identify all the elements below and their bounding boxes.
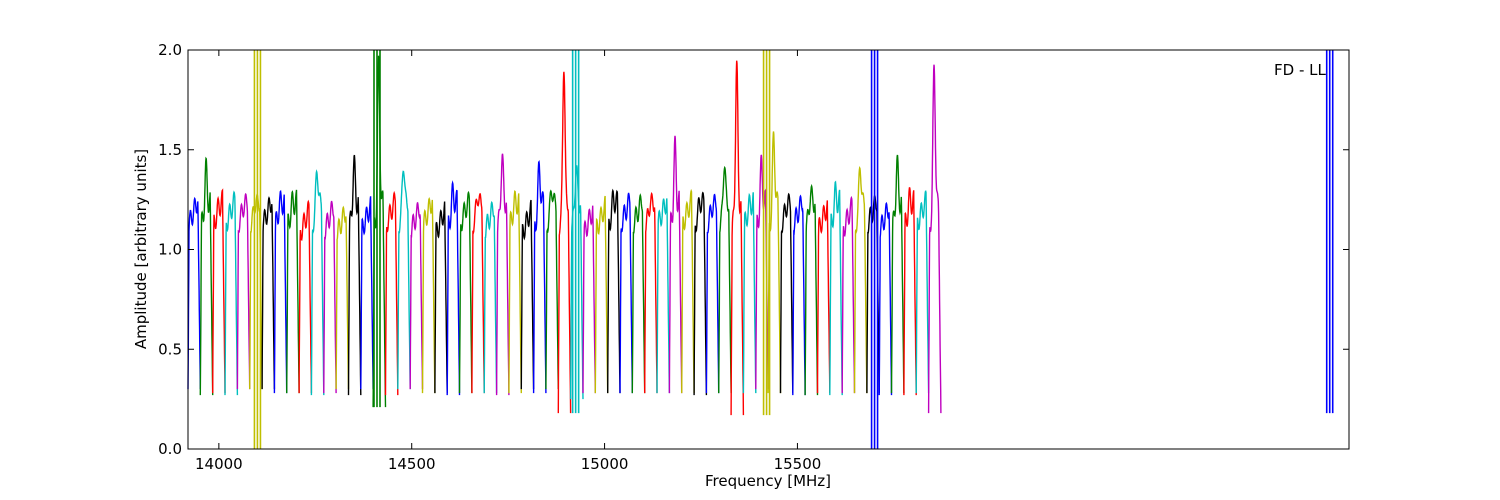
channel-curve <box>434 201 448 394</box>
x-axis-ticks: 14000 14500 15000 15500 <box>195 50 821 473</box>
x-tick-label: 15000 <box>581 455 629 473</box>
channel-curve <box>681 188 695 394</box>
y-tick-label: 0.0 <box>158 440 182 458</box>
channel-curve <box>545 189 559 390</box>
channel-curve <box>236 192 251 390</box>
channel-curve <box>310 169 325 396</box>
channel-curve <box>903 187 917 396</box>
channel-curve <box>705 193 720 394</box>
channel-curve <box>816 200 831 394</box>
channel-curve <box>409 201 424 390</box>
channel-curve <box>841 195 856 394</box>
channel-curve <box>323 200 337 394</box>
channel-curve <box>927 64 942 414</box>
channel-curve <box>483 201 498 394</box>
channel-curve <box>557 71 572 414</box>
channel-curve <box>619 192 633 394</box>
spectrum-curves <box>187 50 1334 449</box>
y-tick-label: 2.0 <box>158 41 182 59</box>
x-tick-label: 15500 <box>774 455 822 473</box>
channel-curve <box>878 201 893 396</box>
y-axis-label: Amplitude [arbitrary units] <box>132 149 150 349</box>
channel-curve <box>347 154 362 396</box>
channel-curve <box>532 159 547 394</box>
channel-curve <box>693 191 708 396</box>
channel-curve <box>446 180 461 396</box>
y-axis-ticks: 0.0 0.5 1.0 1.5 2.0 <box>158 41 1349 458</box>
x-tick-label: 14000 <box>195 455 243 473</box>
channel-curve <box>360 196 374 390</box>
channel-curve <box>520 199 535 390</box>
channel-curve <box>495 153 510 396</box>
channel-curve <box>273 189 288 394</box>
channel-curve <box>668 135 683 394</box>
channel-curve <box>199 156 214 396</box>
channel-curve <box>298 199 313 394</box>
channel-curve <box>261 196 276 390</box>
channel-curve <box>384 190 399 396</box>
channel-curve <box>644 191 658 394</box>
channel-curve <box>421 196 436 394</box>
channel-curve <box>718 165 732 394</box>
channel-curve <box>804 183 819 396</box>
channel-curve <box>792 194 806 396</box>
channel-curve <box>829 180 843 396</box>
channel-curve <box>656 198 671 394</box>
y-tick-label: 0.5 <box>158 340 182 358</box>
channel-curve <box>508 190 522 394</box>
x-tick-label: 14500 <box>388 455 436 473</box>
channel-curve <box>458 190 473 394</box>
channel-curve <box>853 166 868 394</box>
channel-curve <box>631 193 646 394</box>
channel-curve <box>594 195 609 394</box>
panel-annotation: FD - LL <box>1274 61 1326 79</box>
channel-curve <box>471 192 485 394</box>
y-tick-label: 1.0 <box>158 241 182 259</box>
y-tick-label: 1.5 <box>158 141 182 159</box>
channel-curve <box>187 196 201 390</box>
channel-curve <box>779 192 794 394</box>
channel-curve <box>742 192 757 394</box>
channel-curve <box>730 60 745 416</box>
channel-curve <box>397 170 411 390</box>
channel-curve <box>582 205 596 394</box>
channel-curve <box>224 190 239 396</box>
channel-curve <box>212 188 226 394</box>
channel-curve <box>890 154 905 394</box>
channel-curve <box>286 189 300 394</box>
channel-curve <box>915 190 930 394</box>
x-axis-label: Frequency [MHz] <box>705 472 831 490</box>
channel-curve <box>607 188 621 394</box>
channel-curve <box>335 205 350 390</box>
